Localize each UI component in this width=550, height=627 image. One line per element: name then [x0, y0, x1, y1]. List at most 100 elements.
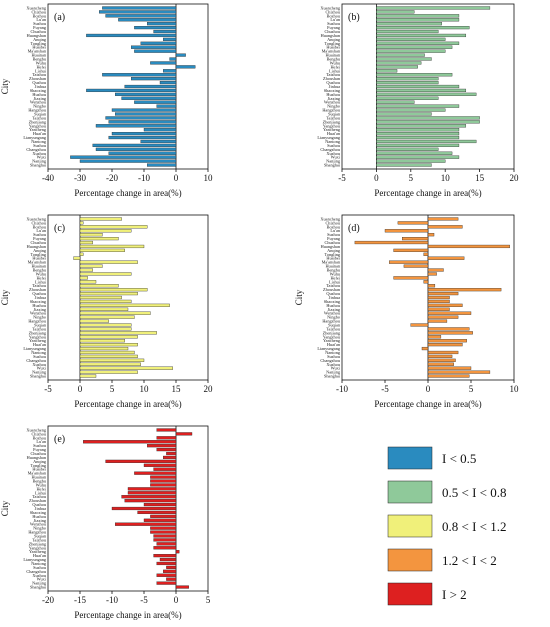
panel-label: (d): [348, 223, 360, 234]
city-label-suzhou: Suzhou: [33, 21, 47, 26]
city-label-shanghai: Shanghai: [324, 163, 341, 168]
bar-shanghai: [147, 163, 177, 167]
bar-fuyang: [376, 26, 470, 30]
city-label-shaoxing: Shaoxing: [324, 299, 341, 304]
x-tick-label: 10: [204, 173, 214, 183]
city-label-zhenjiang: Zhenjiang: [29, 541, 47, 546]
bar-yancheng: [79, 339, 125, 343]
city-label-shanghai: Shanghai: [30, 163, 47, 168]
city-label-chuzhou: Chuzhou: [30, 240, 46, 245]
bar-chizhou: [79, 221, 84, 225]
x-axis-title: Percentage change in area(%): [74, 399, 181, 409]
x-tick-label: 5: [206, 595, 211, 605]
city-label-huainan: Huainan: [31, 264, 46, 269]
x-tick-label: 5: [110, 384, 115, 394]
bar-shaoxing: [79, 299, 132, 304]
city-label-ningbo: Ningbo: [33, 526, 46, 531]
plot-frame: [47, 3, 209, 170]
city-label-huaibei: Huaibei: [32, 45, 46, 50]
bar-anqing: [163, 37, 177, 41]
bar-ningbo: [376, 104, 460, 108]
city-label-fuyang: Fuyang: [327, 25, 341, 30]
bar-anqing: [79, 248, 125, 252]
bar-fuyang: [79, 237, 119, 241]
bar-lu-an: [83, 440, 177, 444]
city-label-anqing: Anqing: [33, 37, 47, 42]
city-label-changzhou: Changzhou: [320, 358, 340, 363]
bar-bengbu: [150, 479, 177, 483]
city-label-lishui: Lishui: [329, 68, 341, 73]
bar-shaoxing: [86, 88, 177, 93]
panel-label: (b): [348, 12, 360, 23]
city-label-lu-an: Lu'an: [36, 228, 46, 233]
city-label-hangzhou: Hangzhou: [28, 108, 47, 113]
bar-chuzhou: [79, 240, 93, 245]
bar-ningbo: [150, 526, 177, 530]
city-label-huaibei: Huaibei: [32, 467, 46, 472]
chart-panel-c: XuanchengChizhouBozhouLu'anSuzhouFuyangC…: [0, 214, 213, 409]
bar-lishui: [79, 280, 97, 284]
city-label-zhenjiang: Zhenjiang: [323, 119, 341, 124]
bar-hefei: [175, 65, 196, 69]
bar-wuhu: [150, 61, 177, 65]
bar-huainan: [79, 264, 103, 268]
plot-frame: [341, 3, 515, 170]
city-label-lianyungang: Lianyungang: [23, 135, 47, 140]
bar-huainan: [150, 475, 177, 479]
bar-zhoushan: [427, 288, 502, 292]
bar-taizhou: [153, 538, 177, 542]
city-label-huangshan: Huangshan: [27, 33, 47, 38]
city-label-anqing: Anqing: [33, 459, 47, 464]
bar-zhenjiang: [79, 331, 157, 335]
city-label-suzhou: Suzhou: [327, 21, 341, 26]
city-label-yancheng: Yancheng: [29, 549, 47, 554]
bar-xuzhou: [79, 362, 141, 366]
chart-panel-b: XuanchengChizhouBozhouLu'anSuzhouFuyangC…: [317, 3, 519, 198]
y-axis-title: City: [0, 289, 10, 305]
x-tick-label: 0: [78, 384, 83, 394]
city-label-huzhou: Huzhou: [32, 303, 46, 308]
city-label-nantong: Nantong: [31, 350, 47, 355]
bar-anqing: [105, 459, 177, 463]
bar-hefei: [393, 276, 429, 280]
bar-bengbu: [169, 57, 177, 61]
bar-ningbo: [79, 315, 135, 319]
city-label-zhoushan: Zhoushan: [29, 287, 47, 292]
city-label-ma-anshan: Ma'anshan: [28, 471, 47, 476]
city-label-taizhou: Taizhou: [32, 326, 47, 331]
city-label-xuancheng: Xuancheng: [26, 427, 46, 432]
city-label-jiaxing: Jiaxing: [34, 518, 47, 523]
x-tick-label: 5: [469, 384, 474, 394]
bar-bozhou: [156, 436, 177, 440]
bar-tongling: [140, 41, 177, 45]
city-label-quzhou: Quzhou: [326, 291, 340, 296]
bar-nantong: [427, 350, 459, 355]
bar-huai-an: [79, 343, 138, 347]
city-label-huaibei: Huaibei: [326, 256, 340, 261]
bar-huangshan: [376, 33, 467, 38]
city-label-suqian: Suqian: [328, 111, 341, 116]
bar-suqian: [376, 112, 432, 116]
city-label-lianyungang: Lianyungang: [23, 346, 47, 351]
bar-suzhou: [147, 444, 177, 448]
bar-suqian: [153, 534, 177, 538]
city-label-ma-anshan: Ma'anshan: [322, 260, 341, 265]
bar-lu-an: [376, 18, 460, 22]
bar-xuancheng: [102, 6, 177, 10]
bar-huai-an: [153, 554, 177, 558]
city-label-xuzhou: Xuzhou: [32, 362, 46, 367]
bar-shaoxing: [427, 299, 450, 304]
bar-yancheng: [175, 550, 180, 554]
bar-zhenjiang: [108, 120, 177, 124]
x-tick-label: -30: [74, 173, 86, 183]
bar-ma-anshan: [389, 260, 429, 264]
x-tick-label: -5: [140, 595, 148, 605]
chart-panel-e: XuanchengChizhouBozhouLu'anSuzhouFuyangC…: [0, 425, 211, 620]
city-label-zhoushan: Zhoushan: [323, 287, 341, 292]
bar-taizhou: [376, 73, 453, 77]
city-label-nantong: Nantong: [31, 139, 47, 144]
city-label-suqian: Suqian: [34, 533, 47, 538]
x-tick-label: 10: [510, 384, 520, 394]
plot-frame: [47, 425, 209, 592]
